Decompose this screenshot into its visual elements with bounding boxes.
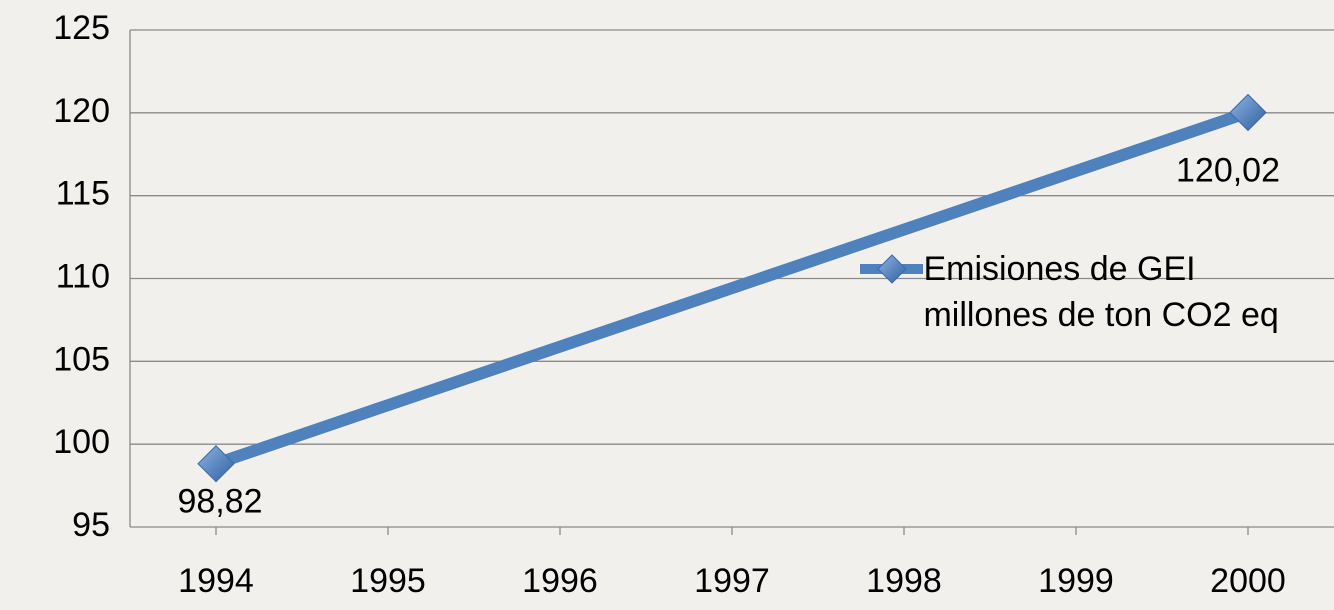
series-line <box>214 106 1250 470</box>
legend-swatch <box>860 254 924 284</box>
y-tick-label: 110 <box>56 257 110 295</box>
y-tick-label: 100 <box>53 423 110 461</box>
x-tick-label: 1995 <box>350 562 426 600</box>
y-tick-label: 105 <box>53 340 110 378</box>
legend: Emisiones de GEI millones de ton CO2 eq <box>860 246 1320 338</box>
data-label: 120,02 <box>1176 151 1280 189</box>
y-tick-label: 95 <box>72 506 110 544</box>
x-tick-label: 2000 <box>1210 562 1286 600</box>
y-tick-label: 125 <box>53 9 110 47</box>
legend-label: Emisiones de GEI millones de ton CO2 eq <box>923 250 1279 334</box>
marker <box>1229 93 1267 132</box>
y-tick-label: 115 <box>56 175 110 213</box>
data-label: 98,82 <box>177 483 262 521</box>
x-tick-label: 1994 <box>178 562 254 600</box>
y-tick-label: 120 <box>53 92 110 130</box>
x-tick-label: 1999 <box>1038 562 1114 600</box>
x-tick-label: 1997 <box>694 562 770 600</box>
legend-marker <box>877 254 907 284</box>
x-tick-label: 1998 <box>866 562 942 600</box>
x-tick-label: 1996 <box>522 562 598 600</box>
marker <box>197 445 235 483</box>
